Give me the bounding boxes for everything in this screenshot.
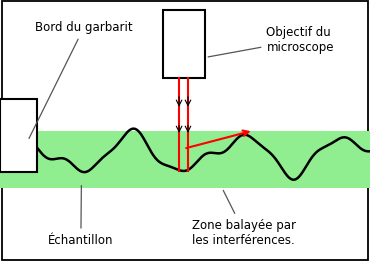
Text: Zone balayée par
les interférences.: Zone balayée par les interférences. bbox=[192, 191, 296, 247]
Bar bbox=[0, 99, 37, 172]
Bar bbox=[163, 10, 205, 78]
Text: Bord du garbarit: Bord du garbarit bbox=[29, 21, 133, 138]
Bar bbox=[0, 130, 370, 188]
Text: Échantillon: Échantillon bbox=[48, 186, 114, 247]
Text: Objectif du
microscope: Objectif du microscope bbox=[208, 26, 334, 57]
